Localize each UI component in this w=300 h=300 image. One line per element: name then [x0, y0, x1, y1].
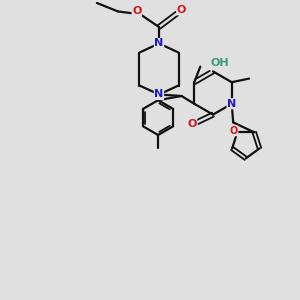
- Text: N: N: [154, 89, 164, 100]
- Text: O: O: [177, 5, 186, 15]
- Text: O: O: [187, 118, 197, 129]
- Text: N: N: [154, 38, 164, 49]
- Text: N: N: [227, 99, 236, 109]
- Text: O: O: [132, 6, 142, 16]
- Text: OH: OH: [211, 58, 230, 68]
- Text: O: O: [230, 126, 238, 136]
